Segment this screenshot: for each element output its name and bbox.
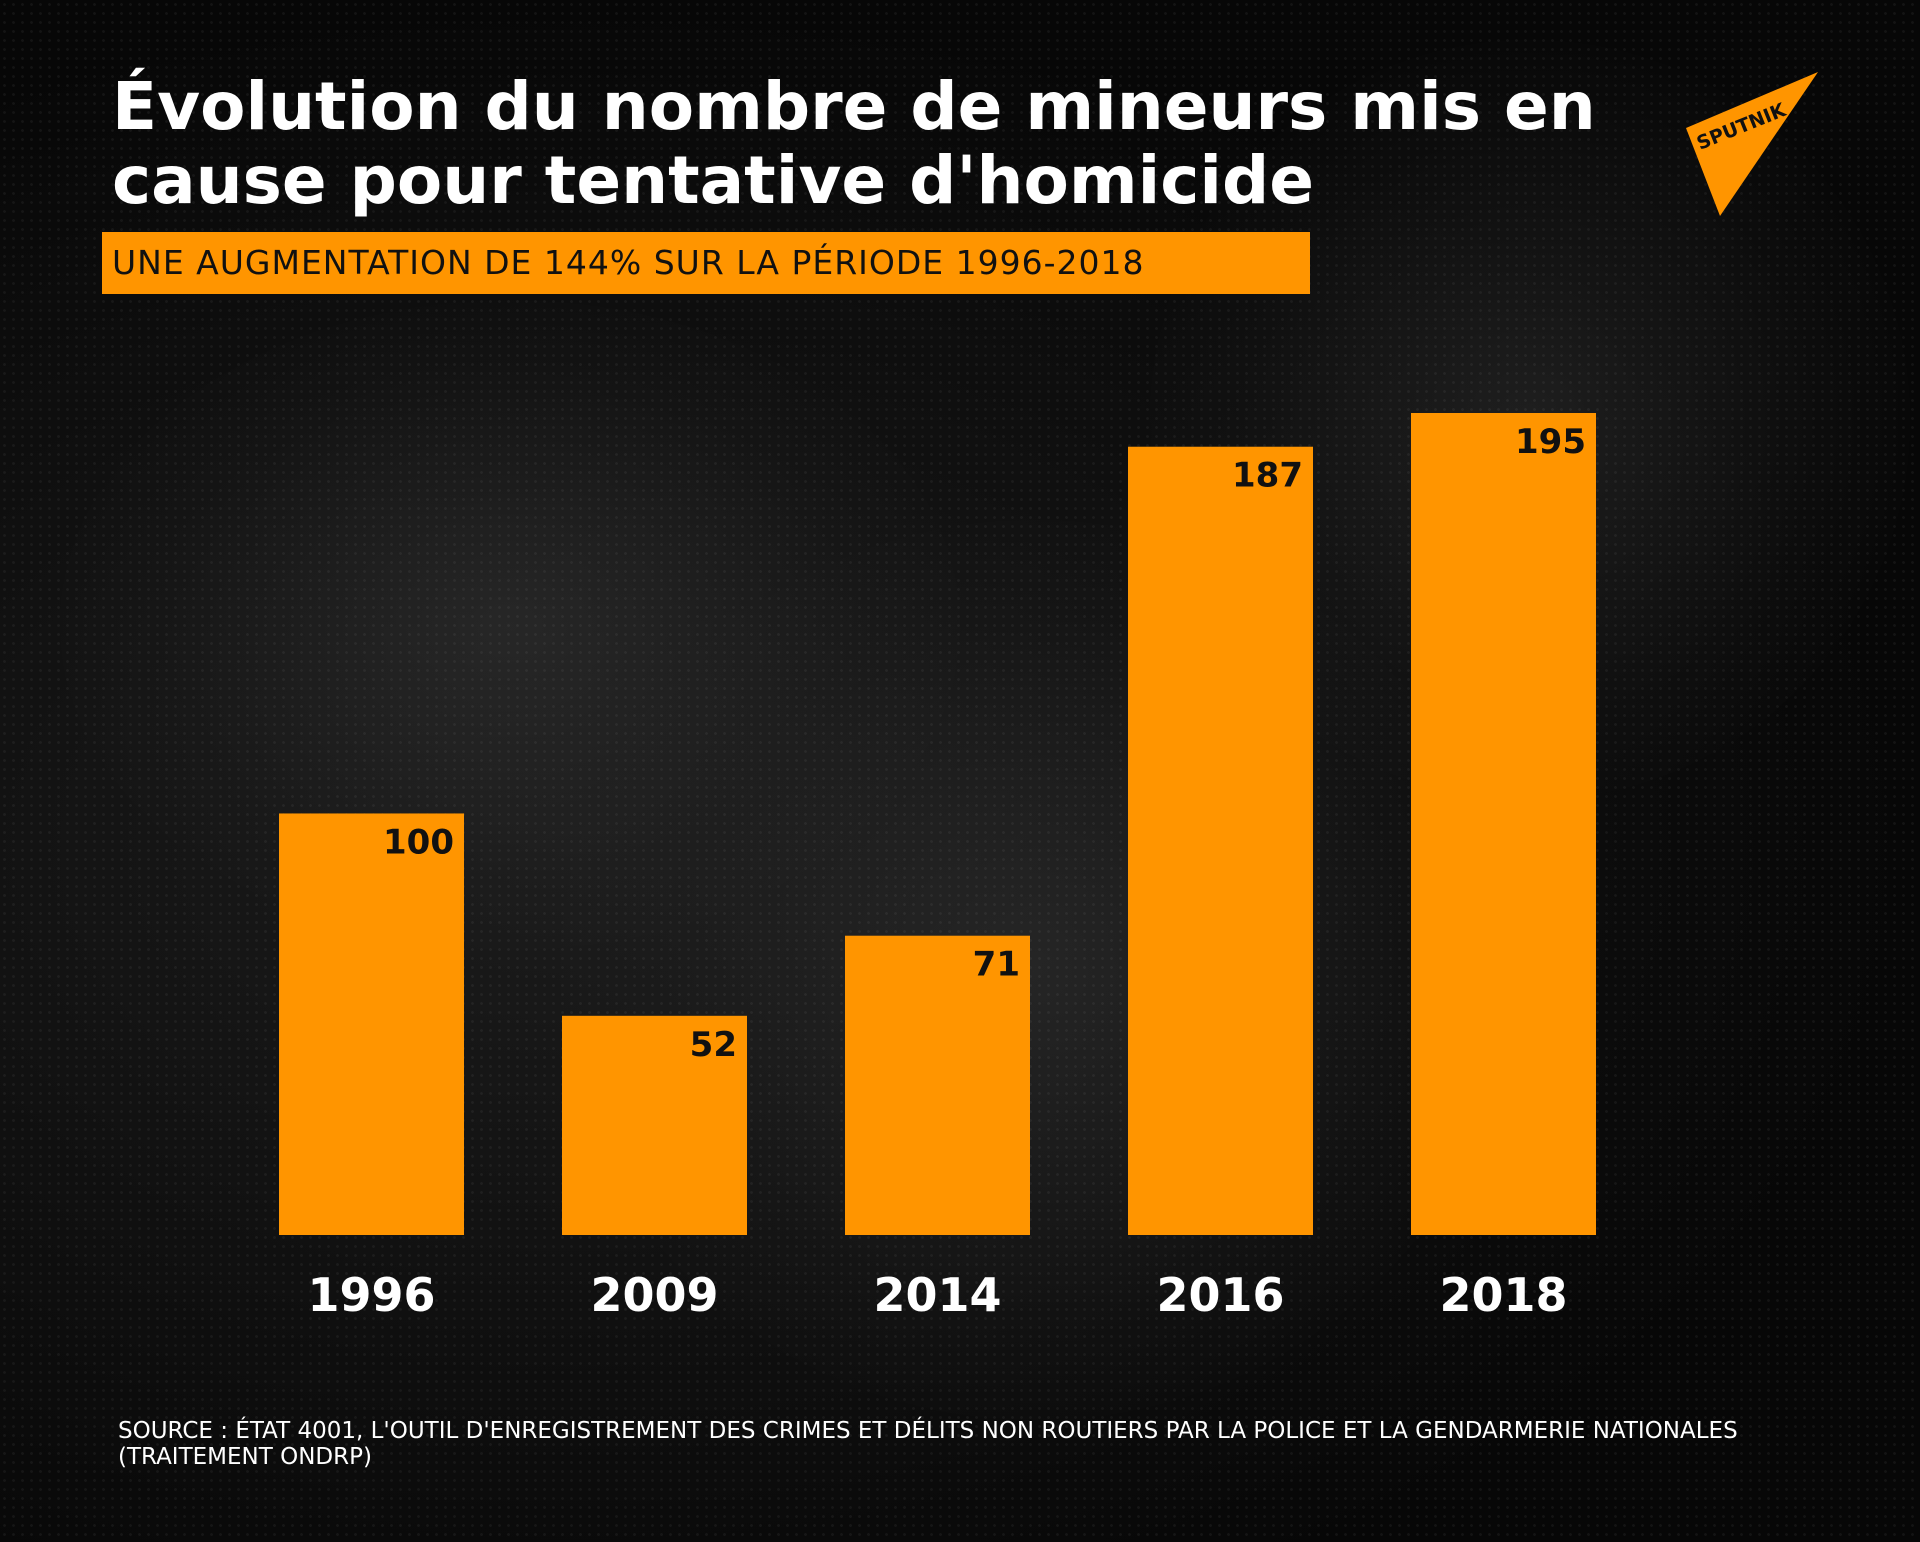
subtitle-highlight-bar bbox=[102, 232, 1310, 294]
bar-2014 bbox=[845, 935, 1030, 1235]
value-label-2014: 71 bbox=[973, 945, 1020, 985]
background-hand-shape bbox=[560, 520, 1510, 1420]
chart-title: Évolution du nombre de mineurs mis en ca… bbox=[112, 68, 1596, 219]
background-fist-shape bbox=[60, 300, 960, 950]
bar-2018 bbox=[1411, 413, 1596, 1235]
category-label-1996: 1996 bbox=[307, 1268, 435, 1322]
bar-2016 bbox=[1128, 446, 1313, 1235]
category-label-2009: 2009 bbox=[590, 1268, 718, 1322]
value-label-2016: 187 bbox=[1232, 456, 1303, 496]
sputnik-logo-triangle bbox=[1686, 72, 1818, 216]
value-label-2018: 195 bbox=[1515, 422, 1586, 462]
category-label-2018: 2018 bbox=[1439, 1268, 1567, 1322]
category-label-2014: 2014 bbox=[873, 1268, 1001, 1322]
category-label-2016: 2016 bbox=[1156, 1268, 1284, 1322]
source-note: SOURCE : ÉTAT 4001, L'OUTIL D'ENREGISTRE… bbox=[118, 1418, 1738, 1470]
value-label-2009: 52 bbox=[690, 1025, 737, 1065]
bar-1996 bbox=[279, 813, 464, 1235]
sputnik-logo: SPUTNIK bbox=[1686, 72, 1818, 216]
chart-subtitle: UNE AUGMENTATION DE 144% SUR LA PÉRIODE … bbox=[112, 243, 1145, 282]
bar-2009 bbox=[562, 1015, 747, 1235]
value-label-1996: 100 bbox=[383, 822, 454, 862]
